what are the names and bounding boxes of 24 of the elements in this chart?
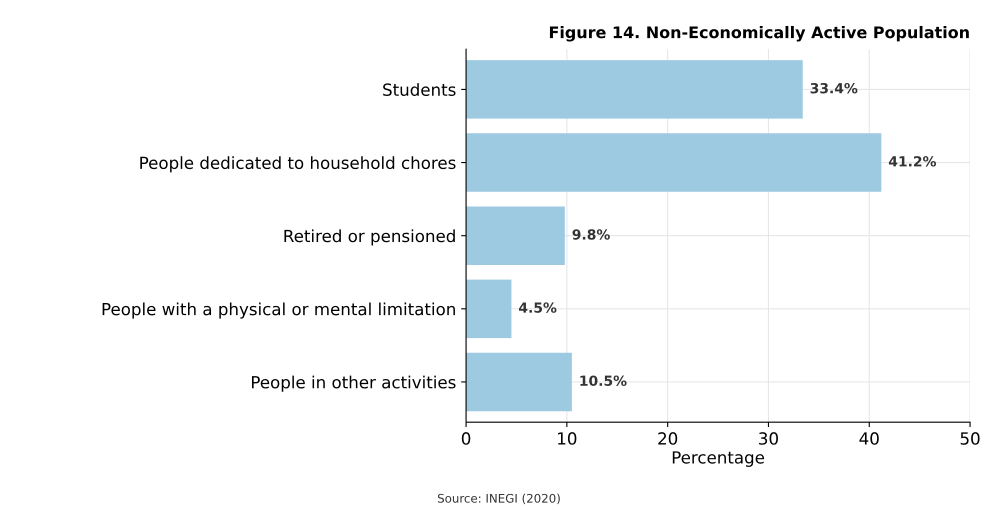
y-tick-label: People dedicated to household chores [140, 156, 456, 172]
data-label: 4.5% [518, 302, 556, 313]
x-tick-label: 40 [859, 432, 879, 445]
x-tick-label: 20 [658, 432, 678, 445]
data-label: 10.5% [580, 375, 627, 386]
bar [466, 280, 512, 338]
bar [466, 352, 572, 412]
bar [466, 133, 882, 192]
source-note: Source: INEGI (2020) [438, 494, 560, 504]
x-tick-label: 50 [960, 432, 980, 445]
y-tick-label: People with a physical or mental limitation [102, 302, 455, 319]
x-tick-label: 10 [558, 432, 576, 445]
y-tick-label: Retired or pensioned [284, 229, 455, 246]
data-label: 9.8% [572, 229, 610, 240]
bar [466, 206, 565, 265]
data-label: 33.4% [810, 82, 858, 94]
x-tick-label: 0 [462, 432, 470, 445]
x-tick-label: 30 [759, 432, 778, 445]
y-tick-label: Students [383, 83, 456, 96]
y-tick-label: People in other activities [252, 376, 456, 392]
chart-title: Figure 14. Non-Economically Active Population [550, 26, 969, 42]
data-label: 41.2% [888, 156, 936, 167]
bar [466, 60, 803, 119]
x-axis-title: Percentage [672, 451, 764, 467]
